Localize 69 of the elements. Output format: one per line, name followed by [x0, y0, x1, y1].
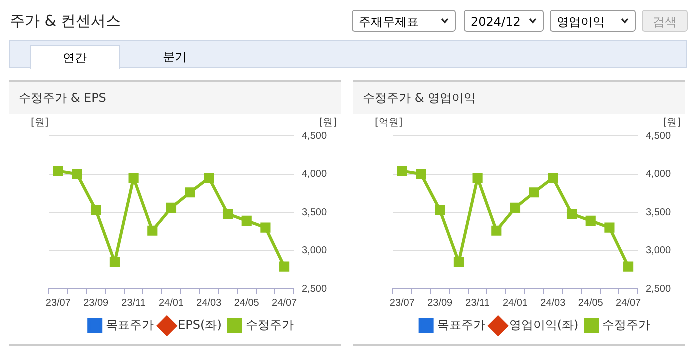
y-axis-title: [억원]	[375, 118, 403, 129]
legend-label: 수정주가	[246, 318, 294, 332]
point	[548, 173, 558, 184]
point	[166, 202, 177, 213]
point	[492, 226, 502, 236]
text: 연간	[30, 45, 120, 69]
x-tick-label: 23/11	[466, 298, 490, 309]
point	[624, 262, 634, 272]
point	[510, 202, 521, 213]
point	[529, 188, 540, 198]
y2-tick-label: 4,500	[302, 130, 328, 142]
x-tick-label: 24/03	[196, 298, 222, 309]
point	[566, 208, 578, 220]
text: 검색	[642, 10, 688, 32]
y2-tick-label: 3,000	[646, 246, 672, 256]
text: 2024/12	[464, 10, 544, 32]
point	[53, 166, 64, 176]
point	[280, 262, 290, 272]
chart-title: 수정주가 & EPS	[9, 82, 341, 114]
y2-tick-label: 2,500	[646, 284, 672, 295]
x-tick-label: 24/01	[158, 298, 184, 309]
y2-axis-title: [원]	[319, 118, 338, 129]
x-tick-label: 23/07	[46, 298, 72, 309]
y2-tick-label: 3,000	[302, 246, 328, 256]
point	[260, 222, 271, 233]
y2-tick-label: 4,500	[646, 130, 672, 142]
y2-axis-title: [원]	[663, 118, 682, 129]
y2-tick-label: 3,500	[302, 207, 328, 218]
legend-label: 목표주가	[106, 318, 154, 332]
x-tick-label: 23/09	[428, 298, 454, 309]
point	[222, 208, 234, 220]
text: 주가 & 컨센서스	[10, 12, 122, 31]
point	[204, 173, 214, 184]
legend-label: EPS(좌)	[178, 318, 222, 332]
text: 주재무제표	[352, 10, 456, 32]
point	[586, 216, 596, 226]
y-axis-title: [원]	[31, 118, 49, 129]
y2-tick-label: 3,500	[646, 207, 672, 218]
point	[110, 257, 120, 268]
x-tick-label: 23/09	[84, 298, 110, 309]
x-tick-label: 24/07	[272, 298, 298, 309]
x-tick-label: 24/07	[616, 298, 642, 309]
text: 분기	[162, 49, 188, 66]
x-tick-label: 24/05	[578, 298, 604, 309]
point	[148, 226, 158, 236]
y2-tick-label: 4,000	[302, 169, 328, 180]
legend-label: 수정주가	[602, 318, 651, 332]
point	[128, 173, 139, 184]
point	[91, 205, 102, 216]
legend-label: 영업이익(좌)	[509, 318, 579, 332]
point	[454, 257, 464, 268]
point	[185, 188, 196, 198]
point	[435, 205, 446, 216]
point	[416, 169, 426, 180]
point	[72, 169, 82, 180]
x-tick-label: 24/01	[502, 298, 528, 309]
text: 영업이익	[550, 10, 636, 32]
x-tick-label: 23/07	[390, 298, 416, 309]
point	[604, 222, 615, 233]
point	[472, 173, 483, 184]
x-tick-label: 24/05	[234, 298, 260, 309]
point	[397, 166, 408, 176]
x-tick-label: 23/11	[122, 298, 146, 309]
x-tick-label: 24/03	[540, 298, 566, 309]
y2-tick-label: 4,000	[646, 169, 672, 180]
chart-title: 수정주가 & 영업이익	[353, 82, 685, 114]
point	[242, 216, 252, 226]
legend-label: 목표주가	[437, 318, 486, 332]
y2-tick-label: 2,500	[302, 284, 328, 295]
